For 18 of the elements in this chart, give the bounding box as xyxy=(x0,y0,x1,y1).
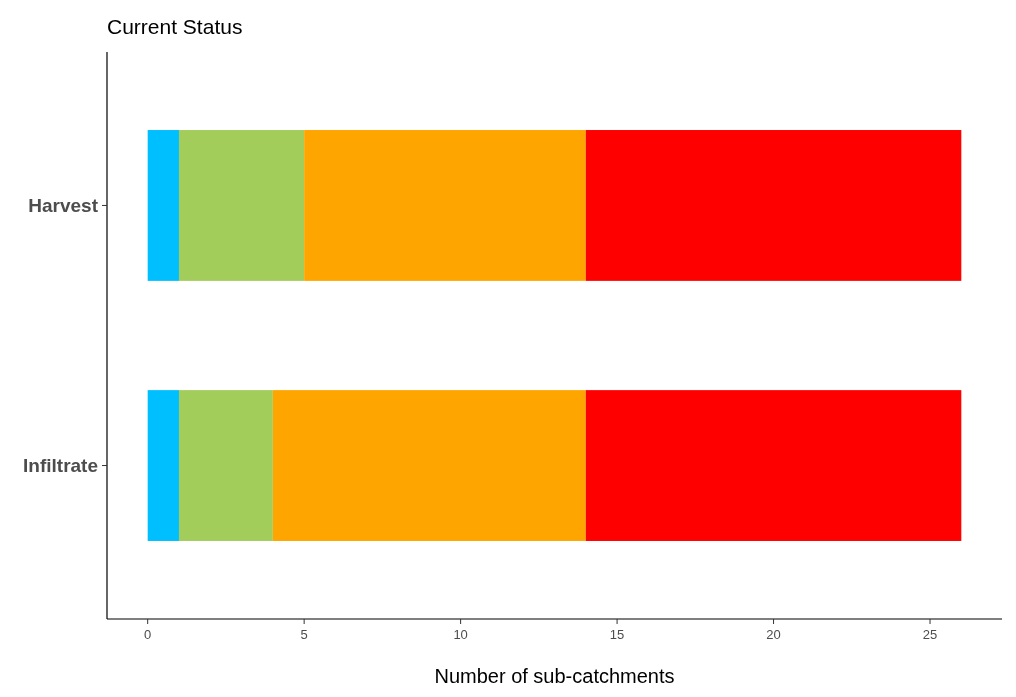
y-tick-label: Infiltrate xyxy=(23,455,98,477)
chart-title: Current Status xyxy=(107,15,243,38)
x-tick-label: 10 xyxy=(453,627,468,642)
x-tick-label: 0 xyxy=(144,627,152,642)
bar xyxy=(147,130,179,281)
x-tick-label: 25 xyxy=(922,627,938,642)
bar xyxy=(585,130,962,281)
bar xyxy=(272,390,586,541)
x-tick-label: 5 xyxy=(300,627,308,642)
bar xyxy=(304,130,586,281)
bar xyxy=(585,390,962,541)
x-axis-title: Number of sub-catchments xyxy=(434,665,675,687)
x-tick-label: 20 xyxy=(766,627,781,642)
y-tick-label: Harvest xyxy=(28,195,99,217)
x-tick-label: 15 xyxy=(609,627,625,642)
bar xyxy=(178,130,305,281)
bar xyxy=(147,390,179,541)
bar xyxy=(178,390,273,541)
